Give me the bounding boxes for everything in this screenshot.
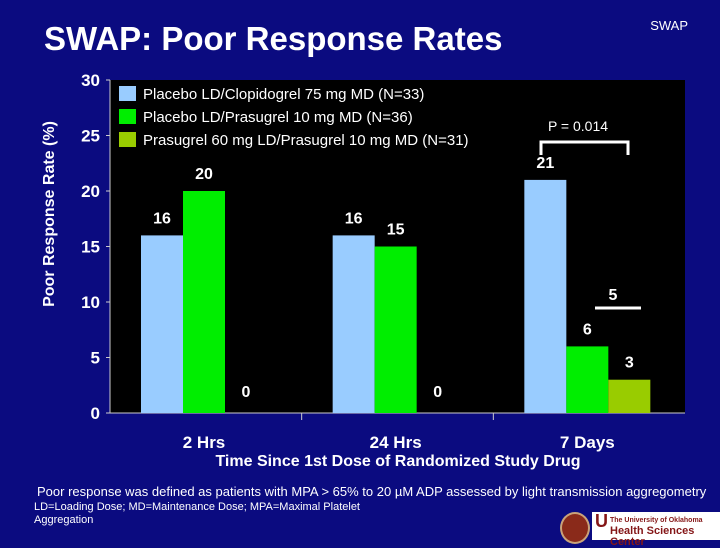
university-seal-logo <box>560 512 590 544</box>
data-label: 16 <box>345 210 363 227</box>
page-title: SWAP: Poor Response Rates <box>44 20 503 57</box>
data-label: 0 <box>242 384 251 401</box>
bar <box>524 179 567 413</box>
legend-label: Placebo LD/Clopidogrel 75 mg MD (N=33) <box>143 86 424 103</box>
ouhsc-logo: U The University of Oklahoma Health Scienc… <box>592 512 720 548</box>
x-tick-label: 2 Hrs <box>183 433 226 452</box>
legend-label: Prasugrel 60 mg LD/Prasugrel 10 mg MD (N… <box>143 132 469 149</box>
data-label: 0 <box>433 384 442 401</box>
significance-bracket <box>539 140 630 155</box>
data-label: 15 <box>387 222 405 239</box>
bar <box>183 191 225 413</box>
bar <box>332 235 375 413</box>
p-value-annotation: P = 0.014 <box>548 118 608 134</box>
legend-swatch <box>119 132 136 147</box>
data-label: 16 <box>153 210 171 227</box>
x-axis-label: Time Since 1st Dose of Randomized Study … <box>215 453 580 470</box>
y-tick-label: 30 <box>81 71 100 90</box>
bar <box>566 346 609 413</box>
data-label: 21 <box>536 155 554 172</box>
footnote: Poor response was defined as patients wi… <box>37 484 707 499</box>
x-tick-label: 24 Hrs <box>370 433 422 452</box>
logo-line1: The University of Oklahoma <box>610 517 703 524</box>
data-label: 6 <box>583 321 592 338</box>
bar <box>608 379 651 413</box>
legend-label: Placebo LD/Prasugrel 10 mg MD (N=36) <box>143 109 413 126</box>
y-tick-label: 20 <box>81 182 100 201</box>
bar <box>141 235 183 413</box>
y-tick-label: 15 <box>81 238 100 257</box>
bar-chart: 0 5 10 15 20 25 30 2 Hrs 16 20 0 24 Hrs 16 15 0 7 Days 2… <box>81 71 685 470</box>
annotation-value: 5 <box>609 287 618 304</box>
x-tick-label: 7 Days <box>560 433 615 452</box>
legend-swatch <box>119 86 136 101</box>
bar <box>374 246 417 413</box>
legend-swatch <box>119 109 136 124</box>
corner-label: SWAP <box>650 18 688 33</box>
data-label: 20 <box>195 166 213 183</box>
data-label: 3 <box>625 355 634 372</box>
abbreviations: LD=Loading Dose; MD=Maintenance Dose; MP… <box>34 501 360 526</box>
y-tick-label: 25 <box>81 127 100 146</box>
logo-line2: Health Sciences Center <box>610 525 695 548</box>
y-tick-label: 0 <box>91 404 100 423</box>
y-tick-label: 5 <box>91 349 100 368</box>
y-tick-label: 10 <box>81 293 100 312</box>
